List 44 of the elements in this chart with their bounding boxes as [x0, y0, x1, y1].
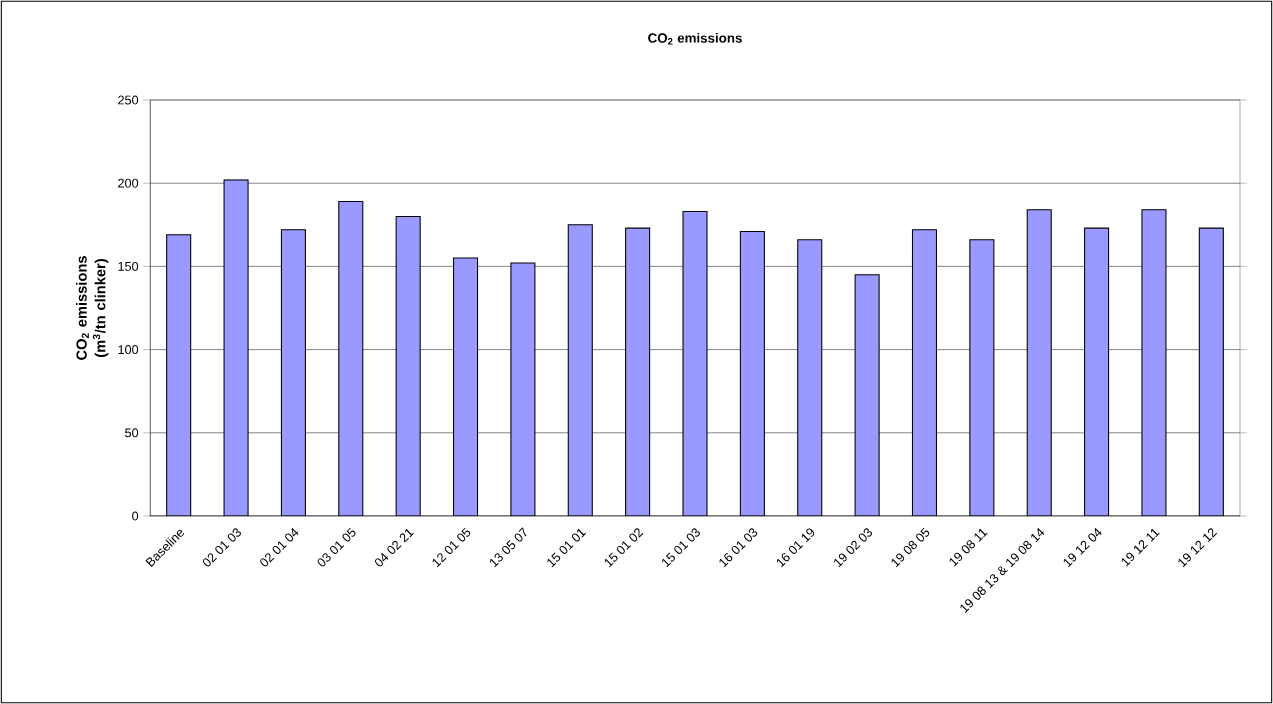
x-tick-label: 15 01 03 [662, 528, 700, 568]
x-tick-label: 16 01 03 [719, 528, 758, 568]
x-tick-label: 13 05 07 [489, 527, 527, 568]
bar [567, 224, 593, 516]
x-tick-label: 19 12 11 [1121, 528, 1160, 567]
bar [395, 215, 421, 516]
bar [854, 274, 880, 516]
bar [1141, 209, 1167, 516]
x-tick-label: 19 02 03 [834, 528, 873, 568]
bar [223, 179, 249, 516]
bar [166, 234, 192, 516]
bar [739, 230, 765, 516]
x-tick-label: 19 08 05 [891, 527, 930, 568]
x-tick-label: 12 01 05 [432, 527, 471, 568]
bar [911, 229, 938, 516]
x-tick-label: 15 01 01 [547, 528, 587, 568]
y-tick-label: 250 [118, 95, 139, 105]
bar [1026, 209, 1052, 516]
y-tick-label: 200 [118, 178, 139, 188]
x-tick-label: 19 08 11 [949, 528, 988, 567]
y-tick-label: 0 [132, 511, 139, 521]
x-tick-label: 02 01 04 [260, 528, 299, 567]
x-tick-label: 02 01 03 [202, 528, 241, 567]
x-tick-label: 16 01 19 [776, 528, 815, 568]
bar [453, 257, 479, 516]
y-tick-label: 50 [125, 428, 139, 438]
bar [338, 200, 364, 516]
bar [1084, 227, 1110, 516]
x-tick-label: 15 01 02 [604, 528, 644, 568]
y-axis-title: CO$_{2}$ emissions (m$^{3}$/tn clinker) [76, 256, 109, 360]
x-tick-label: 03 01 05 [317, 527, 356, 567]
bar [280, 229, 306, 516]
bar [682, 210, 708, 516]
bar [969, 239, 995, 516]
bar [797, 239, 823, 516]
x-tick-label: 04 02 21 [374, 528, 414, 567]
x-tick-label: 19 12 04 [1063, 528, 1102, 568]
y-tick-label: 150 [118, 261, 139, 271]
bar [1198, 227, 1224, 516]
y-tick-label: 100 [118, 345, 139, 355]
bar [625, 227, 651, 516]
chart-title: CO$_{2}$ emissions [648, 32, 742, 45]
x-tick-label: 19 12 12 [1178, 528, 1218, 568]
bar [510, 262, 536, 516]
